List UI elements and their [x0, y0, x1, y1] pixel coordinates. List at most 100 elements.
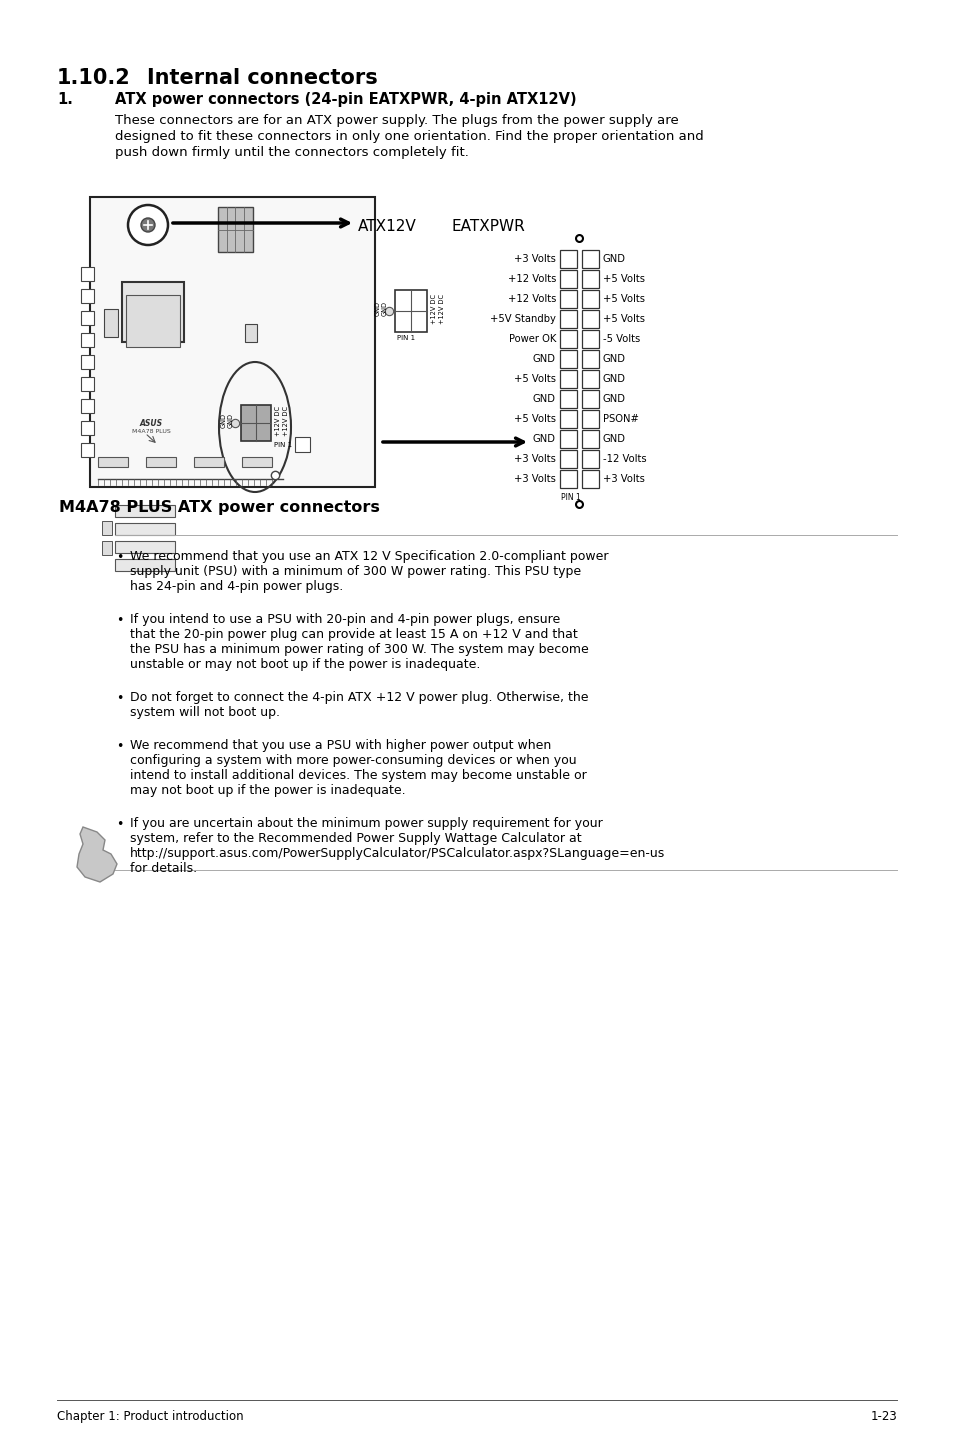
Text: PIN 1: PIN 1: [396, 335, 415, 341]
Text: PIN 1: PIN 1: [274, 442, 292, 448]
Text: GND: GND: [375, 302, 380, 316]
Bar: [245, 324, 256, 342]
Text: M4A78 PLUS: M4A78 PLUS: [132, 430, 171, 434]
Text: GND: GND: [221, 414, 227, 428]
Bar: [193, 457, 224, 467]
Circle shape: [128, 205, 168, 245]
Text: These connectors are for an ATX power supply. The plugs from the power supply ar: These connectors are for an ATX power su…: [115, 115, 678, 127]
Text: unstable or may not boot up if the power is inadequate.: unstable or may not boot up if the power…: [130, 657, 480, 672]
Text: system, refer to the Recommended Power Supply Wattage Calculator at: system, refer to the Recommended Power S…: [130, 832, 581, 845]
Bar: [81, 355, 94, 369]
Bar: [559, 450, 577, 468]
Text: •: •: [116, 692, 124, 705]
Bar: [581, 349, 598, 368]
Bar: [218, 208, 253, 252]
Text: GND: GND: [228, 414, 233, 428]
Bar: [146, 457, 175, 467]
Bar: [581, 291, 598, 308]
Bar: [81, 334, 94, 347]
Circle shape: [141, 218, 154, 232]
Text: +5 Volts: +5 Volts: [514, 414, 556, 424]
Text: +3 Volts: +3 Volts: [514, 253, 556, 263]
Bar: [294, 437, 310, 453]
Text: +12V DC: +12V DC: [431, 294, 436, 324]
Text: push down firmly until the connectors completely fit.: push down firmly until the connectors co…: [115, 146, 468, 159]
Text: +5 Volts: +5 Volts: [602, 274, 644, 284]
Bar: [559, 470, 577, 488]
Bar: [581, 271, 598, 288]
Bar: [115, 541, 174, 553]
Text: Do not forget to connect the 4-pin ATX +12 V power plug. Otherwise, the: Do not forget to connect the 4-pin ATX +…: [130, 692, 588, 705]
Text: +3 Volts: +3 Volts: [514, 454, 556, 464]
Text: may not boot up if the power is inadequate.: may not boot up if the power is inadequa…: [130, 783, 405, 798]
Text: PSON#: PSON#: [602, 414, 639, 424]
Text: M4A78 PLUS ATX power connectors: M4A78 PLUS ATX power connectors: [59, 500, 379, 516]
Bar: [115, 505, 174, 517]
Bar: [102, 521, 112, 536]
Text: Chapter 1: Product introduction: Chapter 1: Product introduction: [57, 1411, 243, 1423]
Text: •: •: [116, 551, 124, 564]
Bar: [115, 523, 174, 536]
Text: GND: GND: [602, 374, 625, 384]
Text: +12V DC: +12V DC: [274, 405, 281, 437]
Polygon shape: [77, 828, 117, 882]
Text: GND: GND: [533, 394, 556, 404]
Text: 1.10.2: 1.10.2: [57, 67, 131, 87]
Text: ATX power connectors (24-pin EATXPWR, 4-pin ATX12V): ATX power connectors (24-pin EATXPWR, 4-…: [115, 92, 576, 107]
Bar: [102, 541, 112, 556]
Text: +12V DC: +12V DC: [283, 405, 289, 437]
Text: the PSU has a minimum power rating of 300 W. The system may become: the PSU has a minimum power rating of 30…: [130, 643, 588, 656]
Bar: [559, 410, 577, 428]
Text: Internal connectors: Internal connectors: [147, 67, 377, 87]
Text: +5 Volts: +5 Volts: [602, 294, 644, 304]
Text: ASUS: ASUS: [140, 420, 163, 428]
Bar: [559, 329, 577, 348]
Bar: [81, 442, 94, 457]
Bar: [81, 421, 94, 435]
Text: •: •: [116, 818, 124, 831]
Text: for details.: for details.: [130, 862, 197, 875]
Bar: [241, 405, 271, 441]
Text: -5 Volts: -5 Volts: [602, 334, 639, 344]
Bar: [104, 309, 118, 337]
Text: 1-23: 1-23: [869, 1411, 896, 1423]
Bar: [581, 390, 598, 408]
Bar: [81, 377, 94, 391]
Text: ATX12V: ATX12V: [357, 219, 416, 233]
Text: +5 Volts: +5 Volts: [602, 314, 644, 324]
Text: If you are uncertain about the minimum power supply requirement for your: If you are uncertain about the minimum p…: [130, 818, 602, 831]
Text: +12V DC: +12V DC: [438, 294, 444, 324]
Bar: [81, 311, 94, 325]
Bar: [122, 282, 184, 342]
Bar: [559, 271, 577, 288]
Bar: [126, 295, 180, 347]
Bar: [395, 291, 427, 332]
Bar: [115, 558, 174, 571]
Text: GND: GND: [381, 302, 388, 316]
Text: We recommend that you use a PSU with higher power output when: We recommend that you use a PSU with hig…: [130, 739, 551, 752]
Text: +5V Standby: +5V Standby: [490, 314, 556, 324]
Bar: [559, 390, 577, 408]
Text: -12 Volts: -12 Volts: [602, 454, 646, 464]
Text: intend to install additional devices. The system may become unstable or: intend to install additional devices. Th…: [130, 769, 586, 782]
Bar: [581, 410, 598, 428]
Text: EATXPWR: EATXPWR: [452, 219, 525, 233]
Bar: [581, 329, 598, 348]
Text: supply unit (PSU) with a minimum of 300 W power rating. This PSU type: supply unit (PSU) with a minimum of 300 …: [130, 566, 580, 579]
Text: +5 Volts: +5 Volts: [514, 374, 556, 384]
Bar: [581, 309, 598, 328]
Bar: [559, 251, 577, 268]
Bar: [581, 450, 598, 468]
Bar: [581, 251, 598, 268]
Bar: [559, 309, 577, 328]
Text: GND: GND: [602, 394, 625, 404]
Text: •: •: [116, 614, 124, 627]
Bar: [90, 198, 375, 487]
Text: has 24-pin and 4-pin power plugs.: has 24-pin and 4-pin power plugs.: [130, 580, 343, 593]
Bar: [81, 289, 94, 304]
Text: PIN 1: PIN 1: [560, 493, 580, 503]
Text: GND: GND: [602, 253, 625, 263]
Text: •: •: [116, 740, 124, 753]
Bar: [559, 291, 577, 308]
Text: +12 Volts: +12 Volts: [507, 294, 556, 304]
